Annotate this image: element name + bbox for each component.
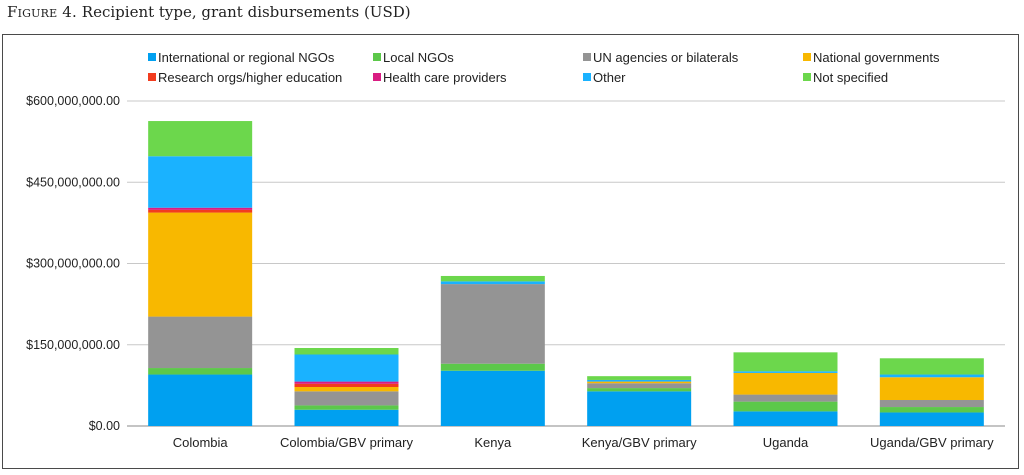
legend-swatch [148, 53, 156, 61]
bar-segment [733, 352, 838, 372]
legend-label: International or regional NGOs [158, 50, 335, 65]
bar-segment [294, 381, 399, 384]
bar-segment [294, 383, 399, 387]
y-tick-label: $150,000,000.00 [26, 338, 120, 352]
legend-label: Local NGOs [383, 50, 454, 65]
bar-segment [148, 156, 253, 208]
y-tick-label: $0.00 [89, 419, 120, 433]
figure-title: Figure 4. Recipient type, grant disburse… [7, 3, 411, 21]
legend-swatch [583, 73, 591, 81]
legend-swatch [373, 73, 381, 81]
legend-swatch [803, 53, 811, 61]
chart-frame [2, 34, 1019, 469]
bar-segment [148, 316, 253, 369]
bar-segment [879, 407, 984, 413]
bar-segment [879, 412, 984, 426]
bar-segment [148, 368, 253, 375]
bar-segment [587, 379, 692, 382]
x-tick-label: Uganda [763, 435, 809, 450]
y-tick-label: $600,000,000.00 [26, 94, 120, 108]
bar-segment [294, 354, 399, 382]
legend-swatch [148, 73, 156, 81]
bar-segment [440, 275, 545, 282]
legend-label: Research orgs/higher education [158, 70, 342, 85]
legend-label: Other [593, 70, 626, 85]
bar-segment [587, 391, 692, 426]
bar-segment [294, 391, 399, 406]
bar-segment [440, 284, 545, 364]
bar-segment [148, 121, 253, 157]
bar-segment [587, 383, 692, 389]
figure-title-text: Recipient type, grant disbursements (USD… [81, 3, 411, 21]
x-tick-label: Colombia/GBV primary [280, 435, 413, 450]
bar-segment [148, 207, 253, 210]
legend-swatch [803, 73, 811, 81]
bar-segment [879, 400, 984, 408]
legend-label: Health care providers [383, 70, 507, 85]
bar-segment [733, 411, 838, 426]
bar-segment [294, 405, 399, 410]
bar-segment [440, 363, 545, 371]
bar-segment [148, 212, 253, 317]
bar-segment [733, 394, 838, 402]
x-tick-label: Colombia [173, 435, 229, 450]
x-tick-label: Uganda/GBV primary [870, 435, 994, 450]
y-tick-label: $300,000,000.00 [26, 257, 120, 271]
legend-swatch [583, 53, 591, 61]
bar-segment [879, 358, 984, 375]
bar-segment [879, 377, 984, 400]
legend-label: Not specified [813, 70, 888, 85]
x-tick-label: Kenya/GBV primary [582, 435, 697, 450]
bar-segment [587, 388, 692, 392]
legend-label: National governments [813, 50, 940, 65]
bar-segment [733, 401, 838, 412]
x-axis-labels: Colombia Colombia/GBV primary Kenya Kenya/G… [173, 435, 994, 450]
legend: International or regional NGOs Local NGOs… [148, 50, 940, 85]
bar-segment [587, 376, 692, 380]
bar-segment [148, 209, 253, 213]
legend-swatch [373, 53, 381, 61]
bar-segment [148, 374, 253, 426]
bars [148, 121, 984, 426]
legend-label: UN agencies or bilaterals [593, 50, 739, 65]
bar-segment [879, 374, 984, 378]
figure-label: Figure 4. [7, 3, 78, 21]
bar-segment [294, 387, 399, 392]
x-tick-label: Kenya [474, 435, 512, 450]
bar-segment [587, 381, 692, 384]
bar-segment [733, 371, 838, 373]
bar-segment [733, 372, 838, 395]
bar-segment [440, 281, 545, 285]
y-tick-label: $450,000,000.00 [26, 175, 120, 189]
y-axis-ticks: $0.00 $150,000,000.00 $300,000,000.00 $450,… [26, 94, 120, 433]
bar-segment [294, 409, 399, 426]
bar-segment [294, 348, 399, 355]
gridlines [127, 100, 1005, 427]
bar-segment [440, 370, 545, 426]
